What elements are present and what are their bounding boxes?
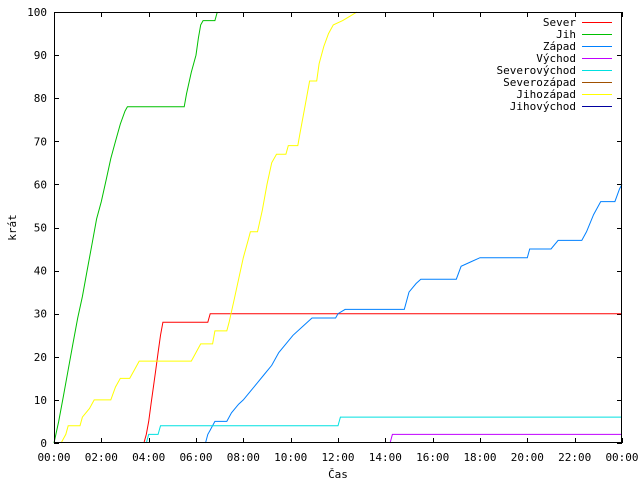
y-axis-ticks: 0 10 20 30 40 50 60 70 80 90 100 xyxy=(27,6,622,450)
x-tick-label: 14:00 xyxy=(369,451,402,464)
y-tick-label: 100 xyxy=(27,6,47,19)
x-tick-label: 00:00 xyxy=(605,451,638,464)
y-tick-label: 60 xyxy=(34,178,47,191)
y-tick-label: 70 xyxy=(34,135,47,148)
x-tick-label: 20:00 xyxy=(511,451,544,464)
y-axis-label: krát xyxy=(6,214,19,241)
x-tick-label: 18:00 xyxy=(463,451,496,464)
x-axis-label: Čas xyxy=(328,468,348,480)
series-line-sever xyxy=(143,313,622,444)
x-tick-label: 04:00 xyxy=(132,451,165,464)
x-axis-ticks: 00:00 02:00 04:00 06:00 08:00 10:00 12:00 14:00… xyxy=(37,12,639,464)
series-line-západ xyxy=(205,184,623,444)
y-tick-label: 10 xyxy=(34,394,47,407)
x-tick-label: 08:00 xyxy=(227,451,260,464)
y-tick-label: 50 xyxy=(34,222,47,235)
y-tick-label: 80 xyxy=(34,92,47,105)
x-tick-label: 02:00 xyxy=(85,451,118,464)
legend-label: Severovýchod xyxy=(497,64,576,77)
series-line-východ xyxy=(389,433,622,444)
y-tick-label: 40 xyxy=(34,265,47,278)
y-tick-label: 20 xyxy=(34,351,47,364)
series-line-jihozápad xyxy=(60,11,358,444)
legend-label: Západ xyxy=(543,40,576,53)
plot-frame xyxy=(54,12,622,443)
x-tick-label: 00:00 xyxy=(37,451,70,464)
y-tick-label: 0 xyxy=(40,437,47,450)
x-tick-label: 12:00 xyxy=(321,451,354,464)
legend-label: Sever xyxy=(543,16,576,29)
legend: SeverJihZápadVýchodSeverovýchodSeverozáp… xyxy=(497,16,612,113)
series-line-severovýchod xyxy=(145,416,622,444)
legend-label: Severozápad xyxy=(503,76,576,89)
y-tick-label: 30 xyxy=(34,308,47,321)
legend-label: Jih xyxy=(556,28,576,41)
series-lines xyxy=(53,11,623,444)
y-tick-label: 90 xyxy=(34,49,47,62)
x-tick-label: 16:00 xyxy=(416,451,449,464)
legend-label: Jihovýchod xyxy=(510,100,576,113)
legend-label: Východ xyxy=(536,52,576,65)
x-tick-label: 22:00 xyxy=(558,451,591,464)
series-line-jih xyxy=(53,11,218,444)
legend-label: Jihozápad xyxy=(516,88,576,101)
x-tick-label: 06:00 xyxy=(179,451,212,464)
x-tick-label: 10:00 xyxy=(274,451,307,464)
